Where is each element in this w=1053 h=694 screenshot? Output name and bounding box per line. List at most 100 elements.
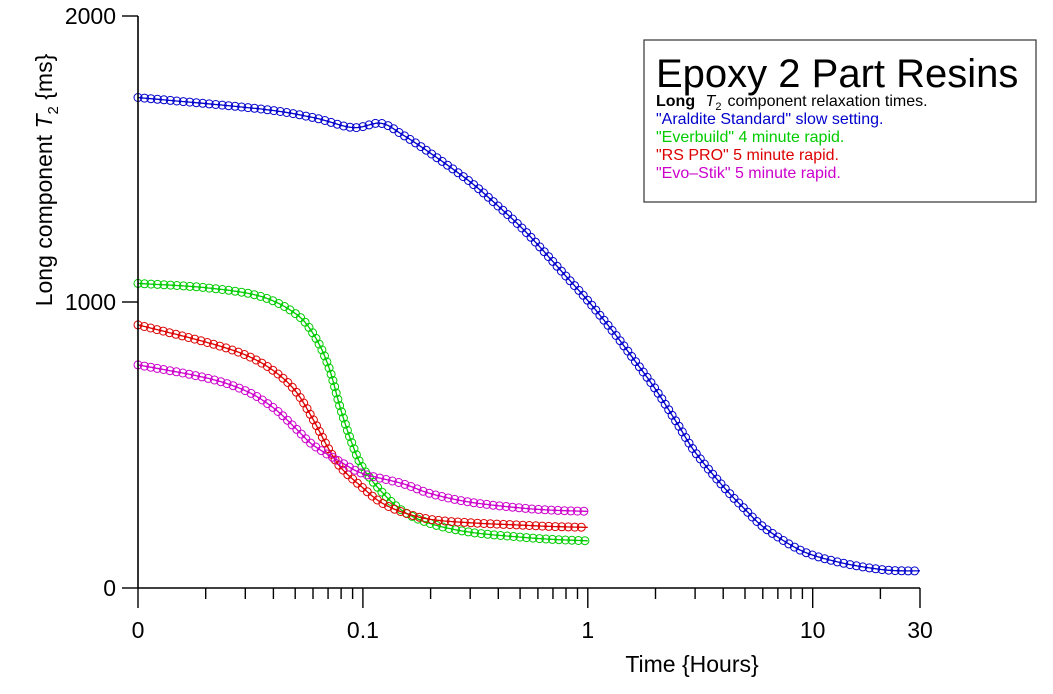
data-point-everbuild xyxy=(166,280,175,290)
data-point-everbuild xyxy=(256,291,266,301)
data-point-rs-pro xyxy=(251,355,261,365)
data-point-evo-stik xyxy=(482,499,492,509)
data-point-evo-stik xyxy=(495,501,505,511)
data-point-rs-pro xyxy=(139,322,149,331)
data-point-evo-stik xyxy=(322,449,332,459)
data-point-everbuild xyxy=(347,438,357,448)
data-point-araldite-standard xyxy=(178,97,188,107)
data-point-evo-stik xyxy=(333,456,343,465)
data-point-araldite-standard xyxy=(269,106,279,116)
data-point-everbuild xyxy=(438,522,448,532)
data-point-everbuild xyxy=(340,419,350,429)
data-point-evo-stik xyxy=(400,479,410,489)
data-point-evo-stik xyxy=(381,475,391,484)
data-point-rs-pro xyxy=(158,326,168,336)
data-point-rs-pro xyxy=(209,339,219,349)
data-point-araldite-standard xyxy=(230,101,240,111)
data-point-rs-pro xyxy=(384,502,394,511)
data-point-araldite-standard xyxy=(370,118,380,128)
data-point-araldite-standard xyxy=(826,555,836,565)
data-point-evo-stik xyxy=(579,506,589,516)
series-line-rs-pro xyxy=(137,324,588,529)
data-point-everbuild xyxy=(377,487,387,497)
data-point-everbuild xyxy=(268,296,278,306)
data-point-evo-stik xyxy=(533,504,543,514)
x-axis-title: Time {Hours} xyxy=(625,651,759,677)
data-point-araldite-standard xyxy=(910,566,920,576)
data-point-rs-pro xyxy=(570,522,580,532)
data-point-rs-pro xyxy=(177,331,187,341)
data-point-rs-pro xyxy=(531,521,541,531)
data-point-evo-stik xyxy=(572,506,582,516)
data-point-araldite-standard xyxy=(795,545,805,555)
data-point-evo-stik xyxy=(424,488,434,498)
x-tick-label: 0 xyxy=(132,617,145,643)
data-point-araldite-standard xyxy=(146,94,156,104)
data-point-evo-stik xyxy=(146,362,156,372)
data-point-evo-stik xyxy=(469,498,479,508)
data-point-everbuild xyxy=(320,351,329,361)
data-point-everbuild xyxy=(489,530,499,540)
data-point-evo-stik xyxy=(521,503,530,513)
data-point-evo-stik xyxy=(234,383,244,393)
ticks-layer: 0 0.1 1 10 30 0 1000 2000 xyxy=(65,3,933,643)
data-point-araldite-standard xyxy=(217,100,227,110)
data-point-araldite-standard xyxy=(747,512,757,522)
data-point-evo-stik xyxy=(292,424,302,434)
y-axis-title-symbol: T xyxy=(31,113,57,129)
data-point-rs-pro xyxy=(557,522,567,532)
data-point-everbuild xyxy=(178,281,188,291)
data-point-evo-stik xyxy=(350,465,360,475)
data-point-everbuild xyxy=(211,284,221,294)
series-rs-pro xyxy=(133,320,588,532)
legend-subtitle-bold: Long xyxy=(656,93,695,110)
data-point-rs-pro xyxy=(479,519,489,528)
data-point-araldite-standard xyxy=(832,557,842,567)
legend-subtitle-subscript: 2 xyxy=(715,101,721,113)
data-point-rs-pro xyxy=(550,522,560,532)
data-point-evo-stik xyxy=(540,505,550,515)
data-point-rs-pro xyxy=(421,514,431,523)
data-point-everbuild xyxy=(547,534,557,544)
data-point-everbuild xyxy=(354,456,364,466)
data-point-rs-pro xyxy=(459,517,469,527)
data-point-evo-stik xyxy=(514,503,524,513)
data-point-araldite-standard xyxy=(211,100,221,109)
data-point-rs-pro xyxy=(215,341,225,351)
data-point-araldite-standard xyxy=(790,542,799,552)
y-tick-label: 0 xyxy=(103,575,116,601)
data-point-rs-pro xyxy=(544,521,554,531)
data-point-araldite-standard xyxy=(801,548,811,558)
legend: Epoxy 2 Part Resins Long T2 component rel… xyxy=(643,39,1037,203)
data-point-rs-pro xyxy=(402,509,412,519)
data-point-rs-pro xyxy=(576,522,586,532)
data-point-evo-stik xyxy=(488,500,498,510)
data-point-everbuild xyxy=(204,283,214,293)
data-point-rs-pro xyxy=(190,334,200,344)
data-point-rs-pro xyxy=(396,507,406,516)
data-point-araldite-standard xyxy=(326,117,336,127)
data-point-araldite-standard xyxy=(839,558,849,568)
data-point-evo-stik xyxy=(184,369,194,379)
data-point-everbuild xyxy=(185,281,195,291)
data-point-rs-pro xyxy=(305,409,315,419)
data-point-evo-stik xyxy=(344,462,354,472)
data-point-evo-stik xyxy=(287,420,297,430)
data-point-araldite-standard xyxy=(807,550,817,560)
data-point-everbuild xyxy=(159,280,169,290)
data-point-evo-stik xyxy=(216,377,226,387)
data-point-evo-stik xyxy=(362,470,372,480)
data-point-everbuild xyxy=(243,288,253,298)
data-point-araldite-standard xyxy=(237,102,247,112)
data-point-araldite-standard xyxy=(339,121,349,131)
data-point-evo-stik xyxy=(553,505,563,515)
data-point-evo-stik xyxy=(278,411,288,421)
data-point-evo-stik xyxy=(296,429,306,439)
data-point-rs-pro xyxy=(233,347,243,357)
data-point-rs-pro xyxy=(511,520,521,530)
data-point-everbuild xyxy=(573,536,583,545)
data-point-everbuild xyxy=(338,413,348,423)
data-point-everbuild xyxy=(237,287,247,297)
data-point-araldite-standard xyxy=(851,561,861,571)
